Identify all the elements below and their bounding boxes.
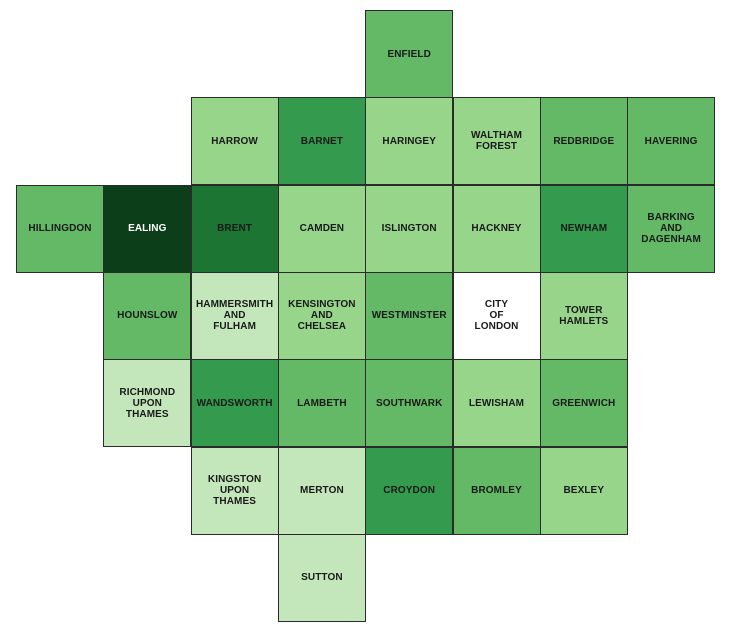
borough-tile-brent[interactable]: BRENT xyxy=(190,184,279,273)
borough-label: CROYDON xyxy=(383,485,436,496)
borough-label: HACKNEY xyxy=(471,223,522,235)
borough-label: HARINGEY xyxy=(382,135,436,147)
borough-tile-lewisham[interactable]: LEWISHAM xyxy=(452,359,541,448)
borough-tile-tower-hamlets[interactable]: TOWER HAMLETS xyxy=(539,271,628,360)
borough-tile-sutton[interactable]: SUTTON xyxy=(277,533,366,622)
borough-label: HAMMERSMITH AND FULHAM xyxy=(195,299,274,333)
borough-label: EALING xyxy=(128,223,167,235)
borough-tile-redbridge[interactable]: REDBRIDGE xyxy=(539,97,628,186)
borough-tile-richmond-upon-thames[interactable]: RICHMOND UPON THAMES xyxy=(103,359,192,448)
borough-tile-barking-and-dagenham[interactable]: BARKING AND DAGENHAM xyxy=(627,184,716,273)
borough-label: REDBRIDGE xyxy=(553,135,615,147)
borough-tile-merton[interactable]: MERTON xyxy=(277,446,366,535)
borough-tile-camden[interactable]: CAMDEN xyxy=(277,184,366,273)
borough-tile-barnet[interactable]: BARNET xyxy=(277,97,366,186)
borough-tile-croydon[interactable]: CROYDON xyxy=(365,446,454,535)
borough-label: LAMBETH xyxy=(297,397,347,409)
borough-label: NEWHAM xyxy=(560,223,608,235)
borough-label: LEWISHAM xyxy=(468,397,525,409)
borough-label: BROMLEY xyxy=(471,485,522,496)
borough-tile-wandsworth[interactable]: WANDSWORTH xyxy=(190,359,279,448)
borough-label: HAVERING xyxy=(644,135,698,147)
borough-label: CAMDEN xyxy=(299,223,345,235)
borough-tile-greenwich[interactable]: GREENWICH xyxy=(539,359,628,448)
borough-label: MERTON xyxy=(300,485,344,496)
borough-label: HOUNSLOW xyxy=(117,310,178,322)
borough-label: BRENT xyxy=(217,223,253,235)
borough-tile-southwark[interactable]: SOUTHWARK xyxy=(365,359,454,448)
borough-tile-havering[interactable]: HAVERING xyxy=(627,97,716,186)
borough-tile-city-of-london[interactable]: CITY OF LONDON xyxy=(452,271,541,360)
borough-label: KENSINGTON AND CHELSEA xyxy=(288,299,356,333)
borough-tile-waltham-forest[interactable]: WALTHAM FOREST xyxy=(452,97,541,186)
borough-tile-bromley[interactable]: BROMLEY xyxy=(452,446,541,535)
borough-label: GREENWICH xyxy=(552,397,616,409)
borough-tile-islington[interactable]: ISLINGTON xyxy=(365,184,454,273)
borough-label: WESTMINSTER xyxy=(371,310,447,322)
borough-tile-hackney[interactable]: HACKNEY xyxy=(452,184,541,273)
borough-tile-harrow[interactable]: HARROW xyxy=(190,97,279,186)
borough-tile-hammersmith-and-fulham[interactable]: HAMMERSMITH AND FULHAM xyxy=(190,271,279,360)
borough-label: BARNET xyxy=(300,135,344,147)
borough-tile-enfield[interactable]: ENFIELD xyxy=(365,10,454,98)
borough-label: TOWER HAMLETS xyxy=(559,304,609,327)
borough-tile-hillingdon[interactable]: HILLINGDON xyxy=(16,184,104,273)
borough-label: HILLINGDON xyxy=(28,223,92,235)
borough-label: WALTHAM FOREST xyxy=(470,130,523,153)
borough-label: ISLINGTON xyxy=(381,223,437,235)
borough-label: ENFIELD xyxy=(387,48,431,60)
borough-label: BEXLEY xyxy=(563,485,605,496)
borough-label: BARKING AND DAGENHAM xyxy=(641,212,701,246)
borough-tile-bexley[interactable]: BEXLEY xyxy=(539,446,628,535)
borough-tile-lambeth[interactable]: LAMBETH xyxy=(277,359,366,448)
borough-label: HARROW xyxy=(211,135,258,147)
borough-tile-kensington-and-chelsea[interactable]: KENSINGTON AND CHELSEA xyxy=(277,271,366,360)
borough-label: SOUTHWARK xyxy=(375,397,443,409)
borough-tile-hounslow[interactable]: HOUNSLOW xyxy=(103,271,192,360)
borough-label: SUTTON xyxy=(301,572,343,584)
borough-label: CITY OF LONDON xyxy=(474,299,519,333)
borough-label: WANDSWORTH xyxy=(196,397,273,409)
borough-tile-ealing[interactable]: EALING xyxy=(103,184,192,273)
borough-label: RICHMOND UPON THAMES xyxy=(119,386,176,420)
borough-tile-kingston-upon-thames[interactable]: KINGSTON UPON THAMES xyxy=(190,446,279,535)
borough-label: KINGSTON UPON THAMES xyxy=(207,474,262,507)
borough-tile-westminster[interactable]: WESTMINSTER xyxy=(365,271,454,360)
borough-tile-newham[interactable]: NEWHAM xyxy=(539,184,628,273)
borough-tile-haringey[interactable]: HARINGEY xyxy=(365,97,454,186)
